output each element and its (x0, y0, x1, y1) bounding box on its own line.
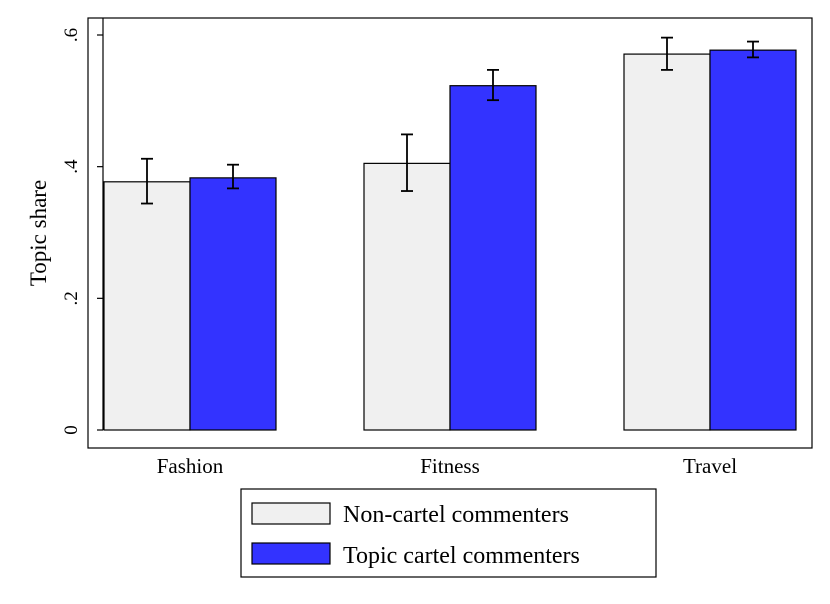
y-tick-label: .6 (61, 28, 82, 42)
y-axis-label: Topic share (26, 180, 51, 286)
bar-fitness-topic-cartel (449, 85, 537, 431)
x-axis-labels: Fashion Fitness Travel (157, 454, 737, 478)
bar-travel-topic-cartel (709, 49, 797, 431)
y-tick-label: .4 (61, 159, 82, 174)
error-bars-group (141, 36, 759, 205)
y-axis-ticks: 0 .2 .4 .6 (61, 28, 103, 435)
y-tick-label: .2 (61, 291, 82, 305)
bar-travel-non-cartel (623, 53, 711, 431)
x-label-travel: Travel (683, 454, 737, 478)
legend-label-non-cartel: Non-cartel commenters (343, 502, 569, 528)
bar-fashion-topic-cartel (189, 177, 277, 431)
plot-frame (87, 17, 813, 449)
legend-label-topic-cartel: Topic cartel commenters (343, 543, 580, 569)
x-label-fashion: Fashion (157, 454, 224, 478)
x-label-fitness: Fitness (420, 454, 480, 478)
y-tick-label: 0 (61, 425, 82, 435)
bar-fitness-non-cartel (363, 162, 451, 431)
legend-swatch-non-cartel (251, 502, 331, 525)
bar-fashion-non-cartel (103, 181, 191, 431)
bars-group (103, 49, 797, 431)
legend-swatch-topic-cartel (251, 542, 331, 565)
legend: Non-cartel commenters Topic cartel comme… (240, 488, 657, 578)
